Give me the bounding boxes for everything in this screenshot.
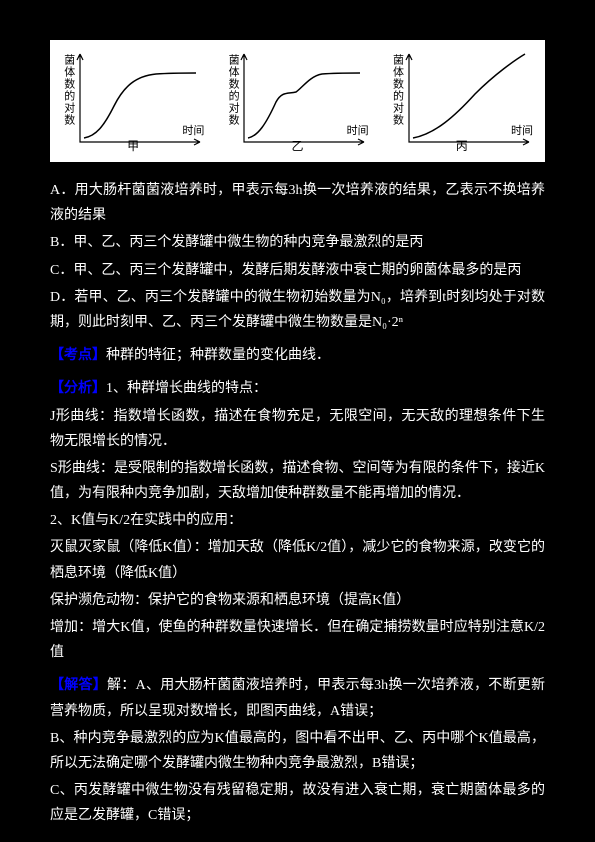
chart-panel-2: 菌体数的对数时间丙 [385,46,539,156]
fenxi-p5: 增加：增大K值，使鱼的种群数量快速增长．但在确定捕捞数量时应特别注意K/2值 [50,615,545,665]
fenxi-label: 【分析】 [50,381,106,396]
fenxi-p3-title: 2、K值与K/2在实践中的应用： [50,508,545,533]
jieda-block: 【解答】解：A、用大肠杆菌菌液培养时，甲表示每3h换一次培养液，不断更新营养物质… [50,673,545,828]
y-axis-label: 菌体数的对数 [222,54,242,126]
chart-bottom-label: 甲 [127,136,139,158]
option-a: A．用大肠杆菌菌液培养时，甲表示每3h换一次培养液的结果，乙表示不换培养液的结果 [50,178,545,228]
kaodian-block: 【考点】种群的特征；种群数量的变化曲线． [50,343,545,368]
option-d: D．若甲、乙、丙三个发酵罐中的微生物初始数量为N₀，培养到t时刻均处于对数期，则… [50,285,545,335]
jieda-c: C、丙发酵罐中微生物没有残留稳定期，故没有进入衰亡期，衰亡期菌体最多的应是乙发酵… [50,778,545,828]
x-axis-label: 时间 [511,122,533,142]
x-axis-label: 时间 [182,122,204,142]
fenxi-block: 【分析】1、种群增长曲线的特点： J形曲线：指数增长函数，描述在食物充足，无限空… [50,376,545,665]
fenxi-p4: 保护濒危动物：保护它的食物来源和栖息环境（提高K值） [50,588,545,613]
x-axis-label: 时间 [347,122,369,142]
chart-panel-0: 菌体数的对数时间甲 [56,46,210,156]
kaodian-text: 种群的特征；种群数量的变化曲线． [106,348,330,363]
fenxi-intro: 1、种群增长曲线的特点： [106,381,267,396]
charts-row: 菌体数的对数时间甲菌体数的对数时间乙菌体数的对数时间丙 [50,40,545,162]
option-c: C．甲、乙、丙三个发酵罐中，发酵后期发酵液中衰亡期的卵菌体最多的是丙 [50,258,545,283]
jieda-a: 解：A、用大肠杆菌菌液培养时，甲表示每3h换一次培养液，不断更新营养物质，所以呈… [50,678,545,718]
y-axis-label: 菌体数的对数 [58,54,78,126]
chart-panel-1: 菌体数的对数时间乙 [220,46,374,156]
fenxi-p3: 灭鼠灭家鼠（降低K值）：增加天敌（降低K/2值），减少它的食物来源，改变它的栖息… [50,535,545,585]
fenxi-p2: S形曲线：是受限制的指数增长函数，描述食物、空间等为有限的条件下，接近K值，为有… [50,456,545,506]
chart-bottom-label: 乙 [291,136,303,158]
jieda-b: B、种内竞争最激烈的应为K值最高的，图中看不出甲、乙、丙中哪个K值最高，所以无法… [50,726,545,776]
y-axis-label: 菌体数的对数 [387,54,407,126]
kaodian-label: 【考点】 [50,348,106,363]
chart-bottom-label: 丙 [456,136,468,158]
option-b: B．甲、乙、丙三个发酵罐中微生物的种内竞争最激烈的是丙 [50,230,545,255]
jieda-label: 【解答】 [50,678,107,693]
fenxi-p1: J形曲线：指数增长函数，描述在食物充足，无限空间，无天敌的理想条件下生物无限增长… [50,404,545,454]
options-block: A．用大肠杆菌菌液培养时，甲表示每3h换一次培养液的结果，乙表示不换培养液的结果… [50,178,545,335]
